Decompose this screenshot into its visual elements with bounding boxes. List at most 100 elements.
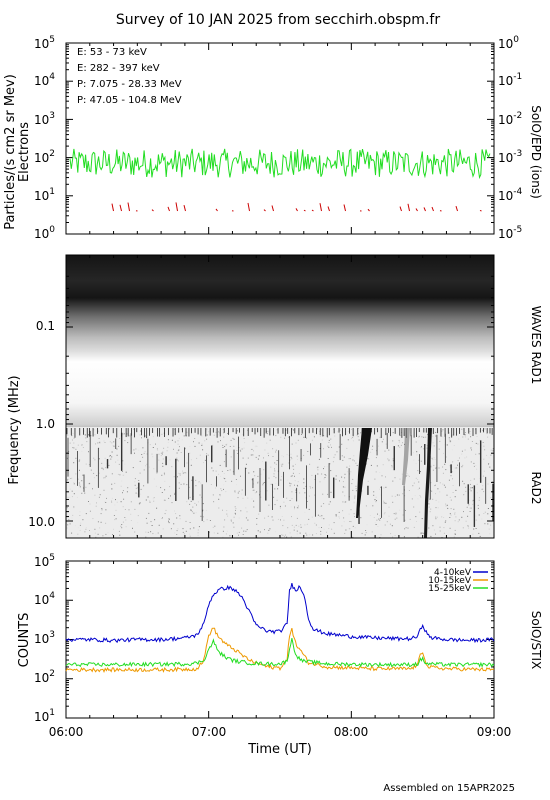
rad2-speck: [177, 460, 179, 462]
rad2-speck: [163, 499, 165, 501]
rad2-speck: [190, 459, 192, 461]
rad2-speck: [153, 468, 155, 470]
electrons-282-397kev-point: [111, 203, 114, 212]
rad2-speck: [347, 439, 349, 441]
rad2-speck: [283, 456, 284, 458]
rad2-speck: [106, 497, 107, 499]
rad2-speck: [82, 447, 84, 448]
rad2-speck: [432, 459, 434, 461]
rad2-speck: [168, 518, 170, 520]
legend-item-e-53-73: E: 53 - 73 keV: [77, 47, 147, 58]
rad2-speck: [344, 532, 346, 534]
rad2-speck: [322, 493, 324, 495]
rad2-speck: [323, 518, 325, 520]
rad2-speck: [273, 475, 275, 477]
rad2-speck: [372, 505, 374, 507]
stix-y-tick-3: 104: [34, 591, 55, 607]
rad2-speck: [200, 515, 202, 517]
rad2-speck: [375, 471, 377, 473]
rad2-speck: [69, 496, 71, 498]
rad2-speck: [225, 454, 227, 455]
rad2-speck: [488, 463, 490, 465]
rad2-speck: [454, 533, 456, 535]
rad2-speck: [111, 500, 112, 502]
rad2-speck: [454, 533, 456, 535]
rad2-speck: [183, 533, 185, 535]
rad2-speck: [461, 450, 463, 452]
rad2-speck: [168, 519, 170, 520]
rad2-speck: [158, 459, 160, 461]
rad2-speck: [392, 480, 394, 482]
rad2-speck: [88, 434, 89, 436]
rad2-speck: [111, 501, 113, 503]
rad2-speck: [262, 482, 264, 484]
rad2-speck: [484, 511, 486, 513]
rad2-speck: [465, 486, 467, 488]
rad2-speck: [323, 478, 325, 480]
rad2-speck: [294, 508, 295, 510]
rad2-speck: [303, 487, 305, 489]
rad2-speck: [98, 438, 100, 439]
rad2-speck: [381, 475, 383, 477]
rad2-speck: [134, 531, 136, 533]
rad2-speck: [241, 489, 243, 491]
rad2-speck: [492, 434, 494, 436]
rad2-speck: [93, 429, 95, 431]
rad2-speck: [321, 439, 323, 441]
rad2-speck: [304, 524, 306, 526]
rad2-speck: [171, 466, 173, 468]
rad2-speck: [470, 490, 472, 492]
rad2-speck: [459, 457, 460, 459]
rad2-speck: [437, 488, 439, 490]
rad2-speck: [352, 489, 354, 491]
rad2-speck: [385, 443, 387, 445]
rad2-speck: [117, 473, 119, 475]
rad2-speck: [330, 438, 332, 440]
rad2-speck: [218, 507, 220, 509]
rad2-speck: [233, 445, 235, 447]
rad2-speck: [130, 520, 132, 521]
rad2-speck: [182, 536, 184, 538]
rad2-speck: [268, 504, 270, 506]
rad2-speck: [420, 533, 422, 535]
rad2-speck: [438, 501, 440, 503]
stix-line-4-10kev: [65, 582, 495, 644]
rad2-speck: [323, 503, 325, 505]
rad2-speck: [335, 478, 337, 480]
rad2-speck: [275, 449, 277, 451]
rad2-speck: [317, 473, 319, 475]
rad2-speck: [193, 441, 194, 443]
rad2-speck: [225, 491, 227, 493]
rad2-speck: [343, 456, 345, 458]
rad2-speck: [80, 522, 82, 524]
rad2-speck: [218, 473, 220, 475]
particles-axis-ticks: [65, 42, 495, 235]
rad2-speck: [355, 488, 357, 490]
rad2-speck: [71, 477, 73, 479]
rad2-speck: [414, 495, 416, 497]
rad2-speck: [413, 482, 415, 484]
rad2-speck: [454, 467, 456, 469]
rad2-speck: [273, 473, 275, 475]
rad2-speck: [375, 457, 377, 459]
rad2-speck: [206, 428, 208, 430]
rad2-speck: [75, 473, 77, 475]
rad2-speck: [268, 430, 269, 432]
rad2-speck: [143, 452, 145, 454]
rad2-speck: [486, 454, 488, 456]
rad2-speck: [234, 492, 236, 493]
rad2-speck: [242, 534, 244, 535]
rad2-speck: [118, 445, 120, 447]
rad2-speck: [277, 488, 279, 490]
particles-y2-tick-0: 10-5: [498, 225, 522, 241]
rad2-speck: [226, 510, 228, 512]
rad2-speck: [114, 504, 116, 506]
rad2-speck: [453, 445, 455, 446]
rad2-speck: [176, 457, 178, 459]
rad2-speck: [404, 519, 406, 520]
rad2-speck: [430, 466, 432, 468]
rad2-speck: [120, 525, 122, 527]
rad2-speck: [380, 534, 382, 536]
electrons-282-397kev-point: [175, 202, 178, 212]
rad2-speck: [233, 516, 235, 518]
